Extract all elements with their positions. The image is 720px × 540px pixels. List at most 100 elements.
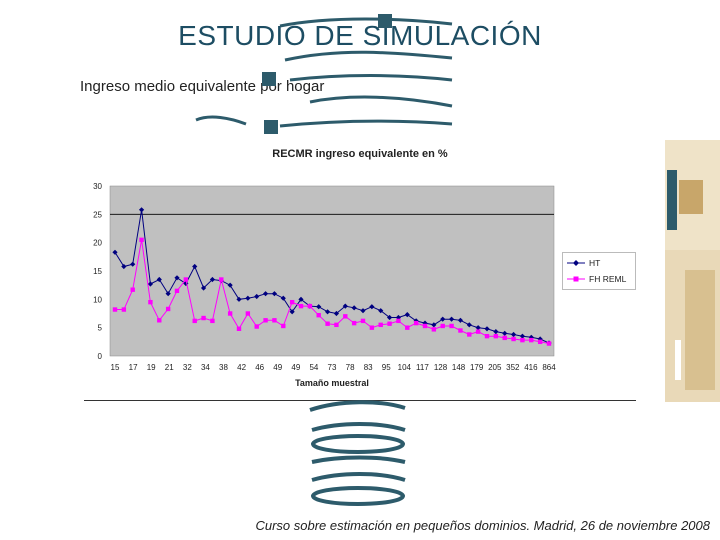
x-tick-label: 32 (183, 363, 192, 372)
data-point-fh-reml (484, 333, 490, 339)
data-point-fh-reml (210, 318, 215, 324)
data-point-ht (537, 336, 543, 342)
data-point-fh-reml (130, 287, 135, 292)
data-point-fh-reml (263, 318, 268, 323)
data-point-fh-reml (298, 303, 304, 309)
legend-marker-fh-reml (567, 276, 585, 282)
y-tick-label: 5 (98, 324, 103, 333)
data-point-fh-reml (493, 333, 499, 339)
data-point-ht (457, 317, 464, 323)
data-point-ht (333, 310, 340, 317)
data-point-fh-reml (378, 322, 383, 328)
data-point-fh-reml (413, 320, 419, 326)
chart: 0 5 10 15 20 25 30 15 17 19 21 32 34 38 42 46 49 49 54 73 7… (93, 182, 556, 388)
data-point-fh-reml (360, 318, 366, 324)
data-point-ht (369, 304, 375, 310)
data-point-fh-reml (174, 288, 180, 294)
x-tick-label: 78 (346, 363, 355, 372)
data-point-fh-reml (316, 313, 321, 318)
data-point-fh-reml (511, 336, 516, 342)
data-point-fh-reml (165, 306, 171, 312)
x-tick-label: 864 (542, 363, 556, 372)
data-point-fh-reml (351, 320, 357, 326)
x-tick-label: 49 (291, 363, 300, 372)
data-point-fh-reml (475, 329, 481, 334)
data-point-fh-reml (121, 307, 127, 312)
x-tick-label: 42 (237, 363, 246, 372)
x-tick-label: 38 (219, 363, 228, 372)
x-tick-label: 128 (434, 363, 448, 372)
y-tick-label: 20 (93, 239, 102, 248)
x-tick-label: 17 (129, 363, 138, 372)
data-point-fh-reml (148, 299, 153, 305)
data-point-fh-reml (343, 314, 348, 319)
decorative-scribble-bottom (309, 400, 406, 506)
y-tick-label: 25 (93, 210, 102, 219)
data-point-ht (351, 305, 357, 311)
data-point-fh-reml (236, 326, 242, 331)
x-tick-label: 148 (452, 363, 466, 372)
data-point-fh-reml (289, 299, 295, 305)
data-point-fh-reml (325, 321, 330, 326)
legend: HT FH REML (562, 252, 636, 290)
data-point-fh-reml (272, 318, 277, 323)
chart-title: RECMR ingreso equivalente en % (272, 148, 448, 160)
data-point-fh-reml (546, 341, 552, 346)
x-tick-label: 73 (328, 363, 337, 372)
x-tick-label: 21 (165, 363, 174, 372)
side-logo (665, 140, 720, 402)
data-point-fh-reml (281, 323, 286, 329)
data-point-ht (200, 285, 207, 291)
data-point-fh-reml (405, 325, 410, 330)
data-point-ht (298, 296, 304, 302)
data-point-ht (316, 304, 322, 310)
data-point-fh-reml (431, 327, 437, 332)
data-point-ht (431, 322, 437, 328)
data-point-fh-reml (387, 321, 392, 326)
y-tick-label: 0 (98, 352, 103, 361)
data-point-ht (254, 293, 260, 300)
x-tick-label: 54 (309, 363, 318, 372)
slide-title: ESTUDIO DE SIMULACIÓN (178, 20, 542, 51)
x-tick-label: 49 (273, 363, 282, 372)
data-point-fh-reml (227, 311, 233, 316)
data-point-ht (413, 318, 419, 324)
data-point-ht (209, 276, 216, 283)
data-point-fh-reml (520, 337, 525, 343)
data-point-ht (475, 325, 481, 331)
data-point-fh-reml (245, 311, 251, 316)
x-tick-label: 104 (398, 363, 412, 372)
data-point-ht (156, 276, 162, 283)
data-point-fh-reml (157, 318, 162, 323)
data-point-fh-reml (449, 323, 454, 329)
x-tick-label: 205 (488, 363, 502, 372)
data-point-ht (519, 333, 526, 339)
legend-label-fh-reml: FH REML (589, 274, 627, 284)
data-point-fh-reml (467, 332, 472, 337)
data-point-ht (386, 314, 393, 321)
x-tick-label: 34 (201, 363, 210, 372)
x-tick-label: 83 (364, 363, 373, 372)
x-tick-label: 46 (255, 363, 264, 372)
data-point-fh-reml (139, 237, 144, 243)
data-point-fh-reml (219, 277, 224, 282)
data-point-fh-reml (422, 323, 428, 329)
x-tick-label: 352 (506, 363, 520, 372)
y-tick-label: 10 (93, 295, 102, 304)
data-point-ht (510, 331, 517, 338)
x-axis-title: Tamaño muestral (295, 378, 369, 388)
data-point-fh-reml (440, 323, 445, 329)
data-point-fh-reml (529, 337, 534, 343)
x-tick-label: 416 (524, 363, 538, 372)
x-tick-label: 117 (416, 363, 429, 372)
data-point-fh-reml (112, 307, 118, 312)
data-point-fh-reml (201, 315, 206, 321)
data-point-ht (130, 261, 136, 267)
data-point-fh-reml (183, 277, 189, 282)
footer-text: Curso sobre estimación en pequeños domin… (255, 518, 710, 533)
decorative-scribble-top (195, 14, 453, 134)
data-point-ht (528, 334, 534, 340)
legend-item-ht: HT (567, 258, 600, 268)
y-tick-label: 30 (93, 182, 102, 191)
legend-item-fh-reml: FH REML (567, 274, 626, 284)
